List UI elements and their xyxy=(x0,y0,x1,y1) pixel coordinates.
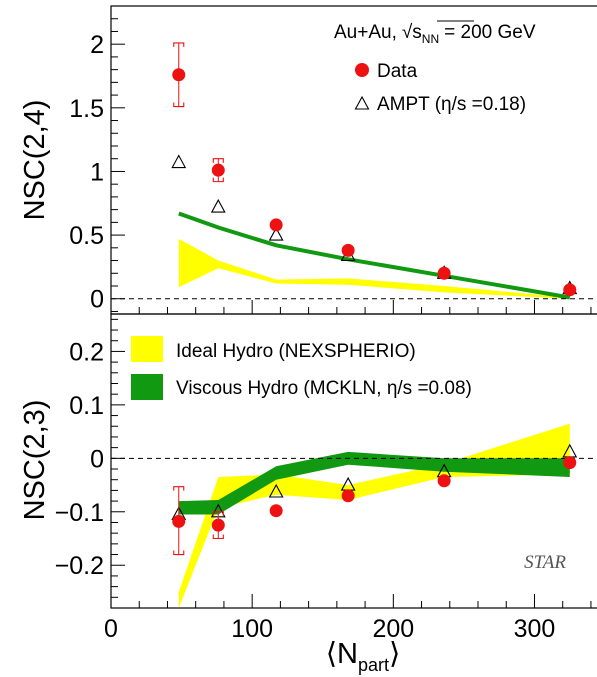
top-panel-plot xyxy=(111,42,597,300)
bottom-ideal-hydro-band xyxy=(178,423,570,608)
bottom-y-axis-label: NSC(2,3) xyxy=(19,400,51,521)
x-tick-label: 300 xyxy=(514,615,556,643)
x-axis-label-subscript: part xyxy=(358,655,389,675)
bottom-y-tick-label: −0.1 xyxy=(55,499,104,527)
top-y-tick-label: 1 xyxy=(90,158,104,186)
top-ampt-point-2 xyxy=(268,226,284,241)
legend-sqrt-symbol: √ xyxy=(402,22,413,43)
top-y-axis-label: NSC(2,4) xyxy=(19,100,51,221)
x-tick-label: 0 xyxy=(104,615,118,643)
bottom-data-point-1 xyxy=(211,518,225,532)
star-watermark: STAR xyxy=(524,552,566,573)
top-data-point-0 xyxy=(172,68,186,82)
legend-data-marker xyxy=(355,63,369,77)
legend-ideal-hydro-swatch xyxy=(131,336,163,362)
x-axis-label-close: ⟩ xyxy=(389,638,400,670)
x-axis-label-main: ⟨N xyxy=(326,638,358,670)
top-data-point-5 xyxy=(563,283,577,297)
top-ampt-point-0 xyxy=(171,154,187,169)
bottom-panel-plot xyxy=(111,423,597,608)
bottom-data-point-5 xyxy=(563,456,577,470)
bottom-data-point-3 xyxy=(341,489,355,503)
top-y-tick-label: 2 xyxy=(90,31,104,59)
bottom-y-tick-label: 0 xyxy=(90,445,104,473)
bottom-y-tick-label: 0.1 xyxy=(69,392,104,420)
top-ampt-point-1 xyxy=(210,198,226,213)
legend-viscous-hydro-swatch xyxy=(131,374,163,400)
legend-ampt-marker xyxy=(354,95,370,110)
top-y-tick-label: 0 xyxy=(90,286,104,314)
bottom-panel-frame xyxy=(110,313,597,609)
bottom-viscous-hydro-band xyxy=(178,451,570,515)
legend-ideal-hydro-label: Ideal Hydro (NEXSPHERIO) xyxy=(176,341,416,362)
bottom-y-tick-label: −0.2 xyxy=(55,552,104,580)
legend-data-label: Data xyxy=(377,61,418,82)
legend-s: s xyxy=(412,22,422,43)
bottom-data-point-2 xyxy=(269,504,283,518)
legend-collision-header: Au+Au, √sNN = 200 GeV xyxy=(334,22,536,46)
x-tick-label: 100 xyxy=(231,615,273,643)
legend-viscous-hydro-label: Viscous Hydro (MCKLN, η/s =0.08) xyxy=(176,378,472,399)
top-legend: Au+Au, √sNN = 200 GeV Data AMPT (η/s =0.18… xyxy=(334,20,536,115)
top-viscous-hydro-curve xyxy=(178,211,571,300)
top-data-point-1 xyxy=(211,163,225,177)
top-data-point-3 xyxy=(341,243,355,257)
bottom-y-tick-label: 0.2 xyxy=(69,338,104,366)
x-tick-label: 200 xyxy=(372,615,414,643)
bottom-legend: Ideal Hydro (NEXSPHERIO) Viscous Hydro (… xyxy=(131,336,472,400)
x-axis-label: ⟨Npart⟩ xyxy=(326,638,401,675)
legend-ampt-label: AMPT (η/s =0.18) xyxy=(377,94,526,115)
bottom-plot-area xyxy=(111,423,597,608)
top-data-point-4 xyxy=(437,266,451,280)
top-y-tick-label: 1.5 xyxy=(69,95,104,123)
top-plot-area xyxy=(111,42,597,300)
bottom-ampt-point-2 xyxy=(268,483,284,498)
top-y-tick-label: 0.5 xyxy=(69,222,104,250)
legend-energy: = 200 GeV xyxy=(444,22,536,43)
legend-system: Au+Au, xyxy=(334,22,397,43)
top-ideal-hydro-band xyxy=(178,238,570,299)
legend-s-subscript: NN xyxy=(422,32,439,46)
bottom-data-point-4 xyxy=(437,474,451,488)
top-data-point-2 xyxy=(269,218,283,232)
axes-ticks: 0 0.5 1 1.5 2 −0.2 −0.1 0 0.1 0.2 0 100 200 300 xyxy=(55,5,592,643)
bottom-data-point-0 xyxy=(172,514,186,528)
